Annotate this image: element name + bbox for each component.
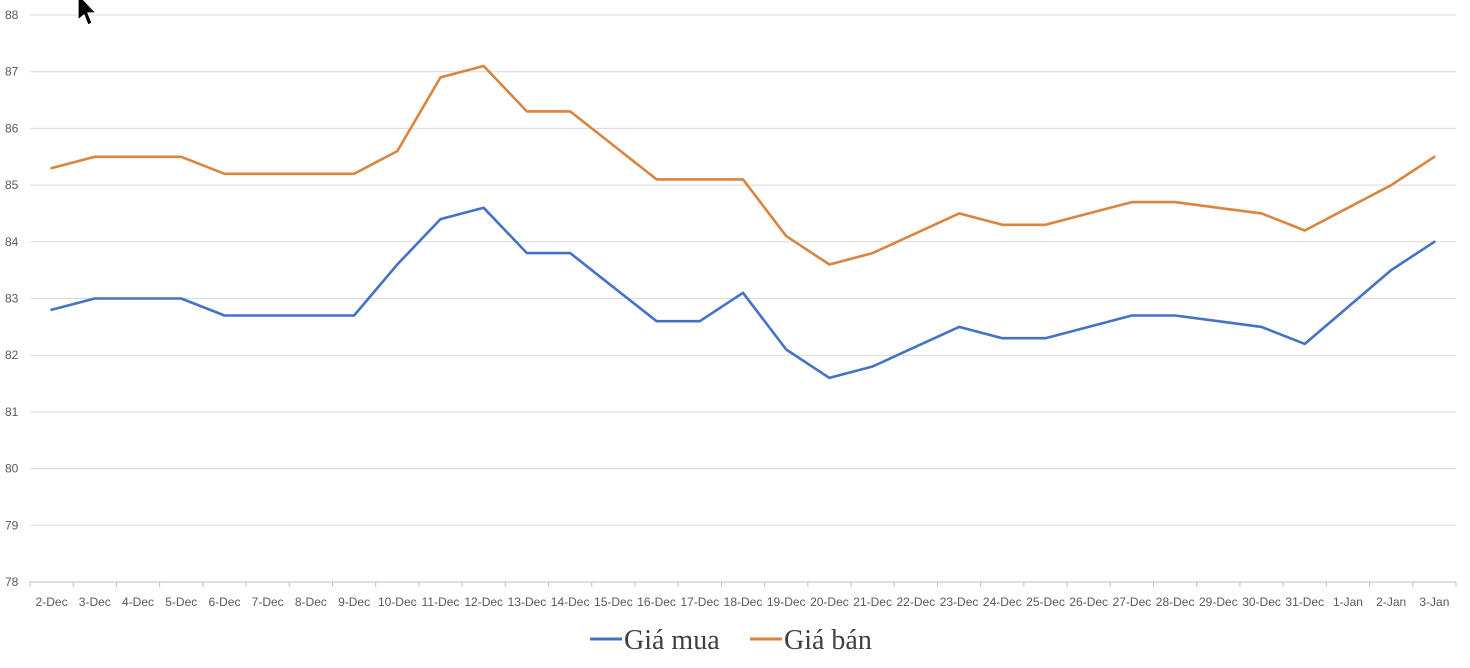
x-tick-label: 23-Dec: [940, 595, 979, 609]
x-axis: 2-Dec 3-Dec 4-Dec 5-Dec 6-Dec 7-Dec 8-Dec 9-Dec…: [29, 581, 1457, 609]
x-tick-label: 6-Dec: [208, 595, 240, 609]
x-tick-label: 11-Dec: [422, 595, 460, 609]
x-tick-label: 30-Dec: [1242, 595, 1281, 609]
x-tick-label: 7-Dec: [252, 595, 284, 609]
x-tick-label: 31-Dec: [1285, 595, 1324, 609]
series-line-gia-mua: [50, 206, 1436, 380]
x-tick-label: 16-Dec: [637, 595, 676, 609]
mouse-cursor-icon: [77, 0, 98, 26]
x-tick-label: 2-Dec: [36, 595, 68, 609]
x-tick-label: 3-Jan: [1419, 595, 1449, 609]
series-line-gia-ban: [50, 64, 1436, 266]
gridlines: [30, 14, 1456, 526]
y-tick-label: 88: [5, 8, 19, 22]
x-tick-label: 3-Dec: [79, 595, 111, 609]
x-tick-label: 9-Dec: [338, 595, 370, 609]
x-tick-label: 4-Dec: [122, 595, 154, 609]
x-tick-label: 28-Dec: [1156, 595, 1195, 609]
y-tick-label: 84: [5, 235, 19, 249]
x-tick-label: 18-Dec: [724, 595, 763, 609]
x-tick-label: 20-Dec: [810, 595, 849, 609]
x-tick-label: 26-Dec: [1069, 595, 1108, 609]
x-tick-label: 13-Dec: [508, 595, 547, 609]
x-tick-label: 14-Dec: [551, 595, 590, 609]
y-axis-ticks: 88 87 86 85 84 83 82 81 80 79 78: [5, 8, 19, 589]
y-tick-label: 85: [5, 178, 19, 192]
x-tick-label: 21-Dec: [853, 595, 892, 609]
legend-label-gia-ban: Giá bán: [784, 625, 872, 656]
y-tick-label: 81: [5, 405, 19, 419]
x-tick-label: 1-Jan: [1333, 595, 1363, 609]
x-tick-label: 8-Dec: [295, 595, 327, 609]
x-tick-label: 5-Dec: [165, 595, 197, 609]
series-lines: [50, 64, 1436, 380]
y-tick-label: 82: [5, 348, 19, 362]
x-tick-label: 15-Dec: [594, 595, 633, 609]
y-tick-label: 78: [5, 575, 19, 589]
legend-label-gia-mua: Giá mua: [624, 625, 720, 656]
x-tick-label: 12-Dec: [464, 595, 503, 609]
x-tick-label: 22-Dec: [897, 595, 936, 609]
x-tick-label: 29-Dec: [1199, 595, 1238, 609]
y-tick-label: 83: [5, 292, 19, 306]
x-tick-label: 19-Dec: [767, 595, 806, 609]
y-tick-label: 87: [5, 65, 19, 79]
legend: Giá mua Giá bán: [590, 625, 872, 656]
y-tick-label: 79: [5, 518, 19, 532]
x-tick-label: 24-Dec: [983, 595, 1022, 609]
y-tick-label: 80: [5, 462, 19, 476]
x-tick-label: 17-Dec: [680, 595, 719, 609]
x-tick-label: 27-Dec: [1113, 595, 1152, 609]
x-tick-label: 10-Dec: [378, 595, 417, 609]
y-tick-label: 86: [5, 121, 19, 135]
x-tick-label: 2-Jan: [1376, 595, 1406, 609]
x-tick-label: 25-Dec: [1026, 595, 1065, 609]
